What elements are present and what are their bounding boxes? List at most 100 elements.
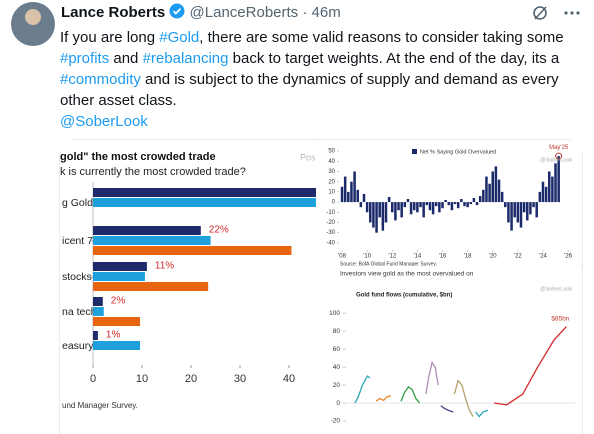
right-image[interactable]: 50403020100-10-20-30-40'08'10'12'14'16'1… — [320, 140, 582, 434]
line — [494, 326, 567, 406]
bar — [485, 176, 488, 203]
bar — [547, 171, 551, 203]
value-label: 1% — [106, 330, 121, 341]
bar — [93, 297, 103, 306]
y-tick-label: 100 — [329, 310, 340, 317]
bar — [369, 202, 372, 223]
bar — [544, 186, 548, 203]
line — [453, 379, 474, 417]
x-tick-label: 20 — [185, 373, 197, 385]
x-tick-label: 40 — [283, 373, 295, 385]
y-tick-label: 10 — [328, 189, 335, 195]
x-tick-label: '10 — [363, 254, 371, 260]
bar — [463, 202, 466, 207]
bar — [93, 198, 316, 207]
author-name[interactable]: Lance Roberts — [61, 4, 166, 21]
x-tick-label: '12 — [388, 254, 396, 260]
bar — [513, 202, 516, 218]
y-tick-label: 20 — [328, 179, 335, 185]
value-label: 11% — [155, 261, 174, 272]
bar — [450, 202, 454, 211]
bar — [384, 202, 388, 223]
tweet-body: If you are long #Gold, there are some va… — [60, 27, 582, 132]
grok-icon[interactable] — [533, 6, 547, 20]
bar — [394, 202, 397, 221]
y-tick-label: 40 — [328, 159, 335, 165]
bar — [416, 202, 419, 213]
bar — [441, 202, 444, 209]
line — [475, 409, 489, 418]
y-tick-label: 50 — [328, 149, 335, 155]
mention[interactable]: @SoberLook — [60, 113, 148, 130]
hashtag[interactable]: #commodity — [60, 71, 141, 88]
bar — [472, 197, 476, 203]
bar — [93, 341, 141, 350]
y-tick-label: -20 — [326, 220, 335, 226]
y-tick-label: 20 — [333, 382, 341, 389]
bar — [343, 176, 347, 203]
y-tick-label: -30 — [326, 230, 335, 236]
bar — [375, 202, 378, 233]
bar — [535, 202, 538, 218]
bar — [438, 202, 441, 213]
line — [354, 375, 371, 404]
bar — [93, 226, 201, 235]
bar — [488, 183, 491, 203]
bar — [551, 176, 554, 203]
legend-label: Net % Saying Gold Overvalued — [420, 149, 496, 155]
bar — [365, 202, 369, 213]
y-tick-label: -20 — [331, 418, 341, 425]
bar — [93, 262, 147, 271]
bar — [529, 202, 532, 215]
bar — [478, 195, 482, 203]
legend-swatch — [412, 149, 417, 154]
y-tick-label: 0 — [332, 200, 336, 206]
timestamp[interactable]: 46m — [311, 4, 341, 21]
more-icon[interactable] — [564, 11, 580, 15]
bar — [500, 191, 504, 203]
bar — [93, 272, 145, 281]
bar — [469, 202, 473, 205]
bar — [519, 202, 523, 228]
bar — [400, 202, 403, 218]
bar — [93, 246, 292, 255]
annotation: May'25 — [549, 145, 569, 151]
chart-subtitle: k is currently the most crowded trade? — [60, 166, 246, 178]
x-tick-label: 30 — [234, 373, 246, 385]
bar — [453, 202, 457, 205]
left-image[interactable]: gold" the most crowded trade k is current… — [60, 140, 338, 434]
bar — [516, 202, 520, 223]
bar — [532, 202, 535, 208]
bar — [93, 317, 141, 326]
bar — [510, 202, 513, 231]
body-text: and is subject to the dynamics of supply… — [60, 71, 559, 109]
hashtag[interactable]: #Gold — [159, 29, 200, 46]
bar — [362, 193, 366, 203]
bar — [522, 202, 526, 213]
annotation: $85bn — [551, 315, 569, 322]
x-tick-label: '26 — [564, 254, 572, 260]
bar — [372, 202, 375, 228]
bar — [428, 202, 432, 211]
bar — [475, 202, 479, 206]
bar — [391, 202, 394, 213]
hashtag[interactable]: #rebalancing — [142, 50, 229, 67]
hashtag[interactable]: #profits — [60, 50, 110, 67]
verified-badge — [169, 3, 185, 19]
bar — [403, 202, 407, 208]
annotation-marker — [555, 152, 563, 160]
credit: @SoberLook — [540, 286, 572, 292]
bar — [350, 181, 353, 203]
image-bg — [320, 266, 582, 434]
line — [375, 395, 392, 402]
y-tick-label: -10 — [326, 210, 335, 216]
heading: Investors view gold as the most overvalu… — [340, 271, 474, 278]
body-text: back to target weights. At the end of th… — [228, 50, 560, 67]
category-label: stocks — [62, 271, 92, 283]
bar — [359, 202, 363, 208]
bar — [347, 191, 350, 203]
bar — [397, 202, 400, 211]
handle[interactable]: @LanceRoberts — [189, 4, 299, 21]
